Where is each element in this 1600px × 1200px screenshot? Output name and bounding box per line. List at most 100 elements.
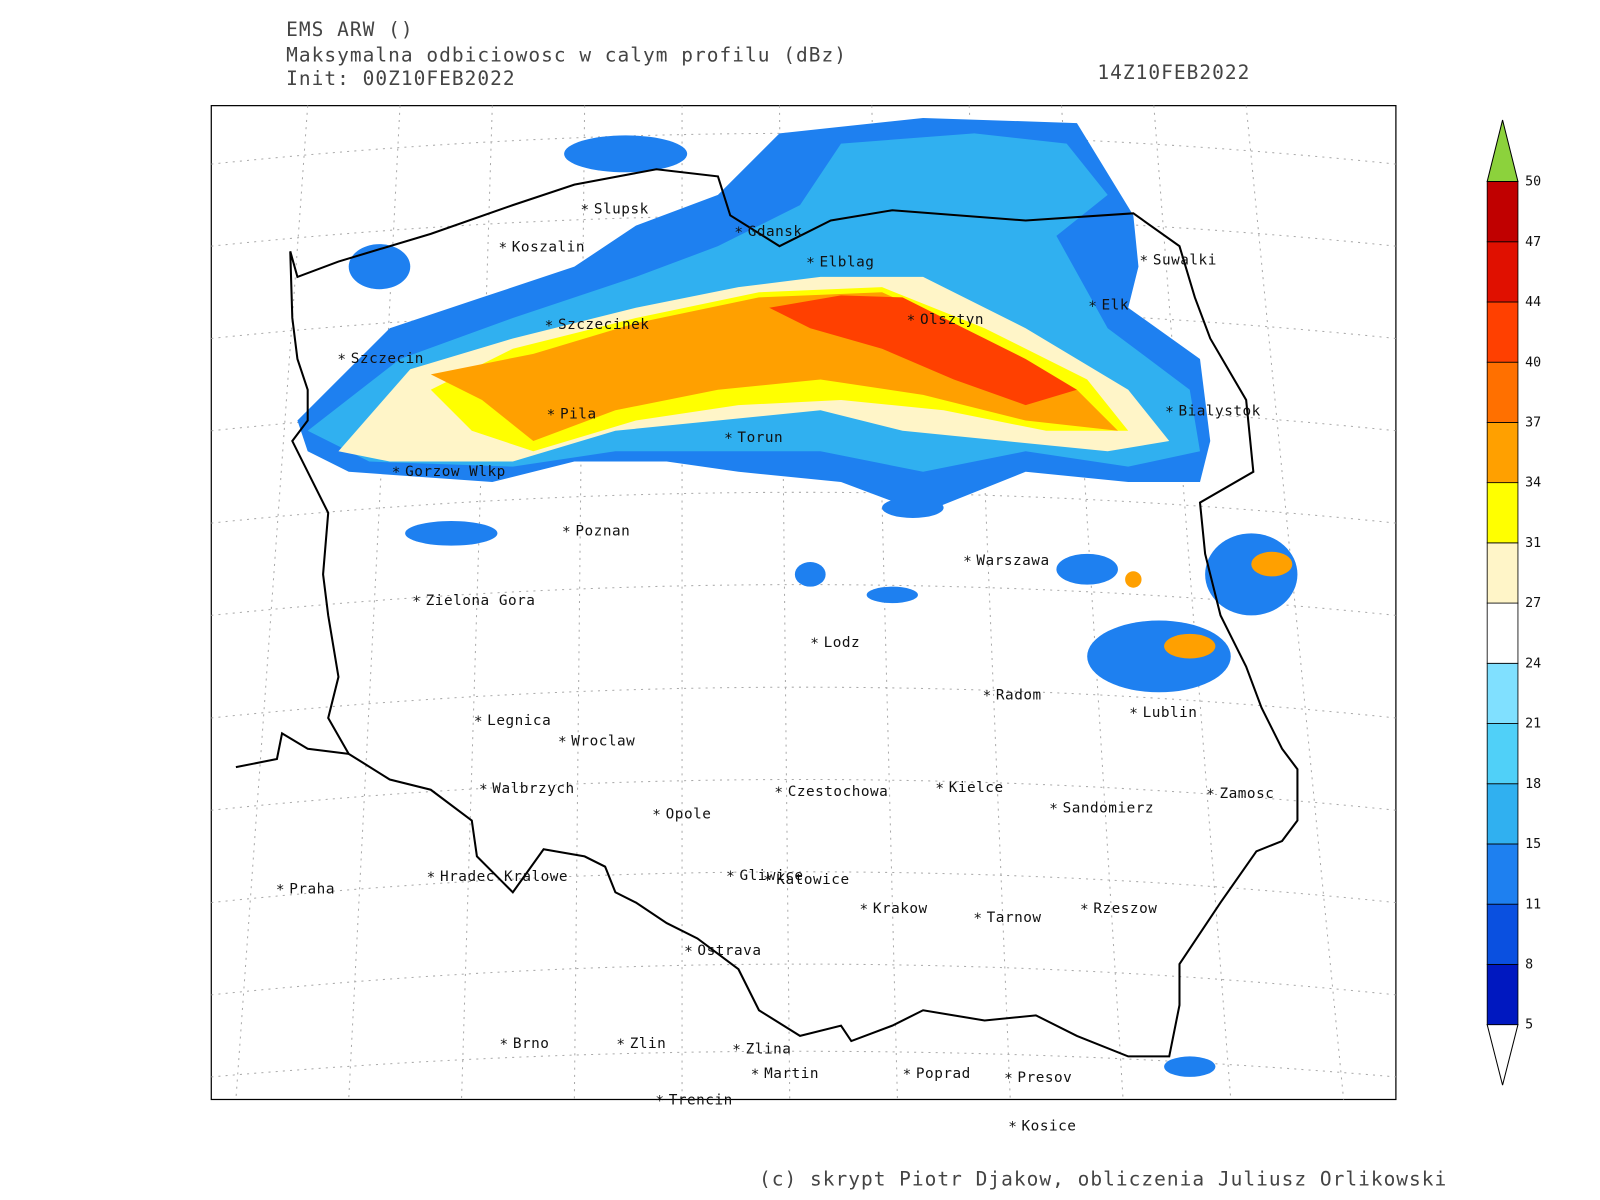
credits: (c) skrypt Piotr Djakow, obliczenia Juli…	[759, 1168, 1447, 1191]
city-marker: *	[412, 594, 421, 610]
city-name: Sandomierz	[1063, 800, 1155, 816]
city-name: Tarnow	[987, 910, 1042, 926]
city-name: Kosice	[1022, 1118, 1077, 1134]
city-name: Rzeszow	[1093, 901, 1157, 917]
city-marker: *	[1139, 254, 1148, 270]
city-marker: *	[655, 1094, 664, 1110]
colorbar-label: 34	[1525, 476, 1541, 491]
city-marker: *	[562, 524, 571, 540]
city-name: Ostrava	[697, 943, 761, 959]
city-marker: *	[1004, 1071, 1013, 1087]
city-marker: *	[726, 869, 735, 885]
city-name: Warszawa	[976, 553, 1049, 569]
colorbar-label: 11	[1525, 897, 1541, 912]
city-name: Torun	[737, 430, 783, 446]
city-marker: *	[1049, 801, 1058, 817]
colorbar-label: 40	[1525, 355, 1541, 370]
city-name: Gliwice	[739, 868, 803, 884]
city-name: Pila	[560, 406, 597, 422]
city-name: Slupsk	[594, 201, 649, 217]
city-name: Zlina	[746, 1041, 792, 1057]
colorbar: 5 8 11 15 18 21 24 27 31 34 37 40 44 47 50	[1486, 119, 1541, 1086]
city-marker: *	[983, 689, 992, 705]
colorbar-label: 24	[1525, 656, 1541, 671]
city-marker: *	[498, 240, 507, 256]
city-marker: *	[276, 882, 285, 898]
colorbar-label: 15	[1525, 837, 1541, 852]
city-name: Koszalin	[512, 239, 585, 255]
colorbar-segment	[1486, 361, 1519, 423]
border	[235, 731, 349, 769]
city-marker: *	[581, 202, 590, 218]
city-name: Olsztyn	[920, 312, 984, 328]
colorbar-label: 5	[1525, 1018, 1533, 1033]
colorbar-segment	[1486, 723, 1519, 785]
colorbar-segment	[1486, 903, 1519, 965]
city-marker: *	[684, 944, 693, 960]
city-marker: *	[763, 873, 772, 889]
colorbar-segment	[1486, 963, 1519, 1026]
colorbar-label: 21	[1525, 717, 1541, 732]
colorbar-segment	[1486, 783, 1519, 845]
colorbar-segment	[1486, 662, 1519, 724]
city-marker: *	[751, 1067, 760, 1083]
colorbar-label: 50	[1525, 175, 1541, 190]
city-name: Wroclaw	[571, 734, 635, 750]
city-marker: *	[337, 352, 346, 368]
city-marker: *	[1165, 404, 1174, 420]
city-marker: *	[907, 313, 916, 329]
city-name: Presov	[1017, 1070, 1072, 1086]
city-name: Szczecinek	[558, 317, 650, 333]
city-marker: *	[806, 256, 815, 272]
colorbar-segment	[1486, 482, 1519, 544]
city-name: Gdansk	[748, 224, 803, 240]
city-marker: *	[724, 431, 733, 447]
city-name: Elblag	[819, 255, 874, 271]
city-name: Lodz	[824, 635, 861, 651]
city-marker: *	[652, 807, 661, 823]
colorbar-over	[1486, 119, 1519, 183]
city-marker: *	[903, 1067, 912, 1083]
city-marker: *	[1008, 1119, 1017, 1135]
city-name: Krakow	[873, 901, 928, 917]
city-marker: *	[734, 225, 743, 241]
city-name: Poznan	[575, 523, 630, 539]
city-marker: *	[479, 782, 488, 798]
city-marker: *	[1088, 299, 1097, 315]
colorbar-segment	[1486, 181, 1519, 243]
city-name: Bialystok	[1178, 403, 1260, 419]
city-name: Czestochowa	[788, 784, 889, 800]
colorbar-label: 47	[1525, 235, 1541, 250]
city-marker: *	[474, 714, 483, 730]
city-marker: *	[732, 1042, 741, 1058]
city-name: Walbrzych	[492, 781, 574, 797]
colorbar-label: 27	[1525, 596, 1541, 611]
colorbar-label: 44	[1525, 295, 1541, 310]
city-marker: *	[859, 902, 868, 918]
city-marker: *	[427, 870, 436, 886]
city-name: Poprad	[916, 1066, 971, 1082]
city-marker: *	[616, 1037, 625, 1053]
colorbar-label: 31	[1525, 536, 1541, 551]
colorbar-segment	[1486, 301, 1519, 363]
model-title: EMS ARW ()	[286, 18, 413, 41]
colorbar-label: 8	[1525, 957, 1533, 972]
city-marker: *	[774, 785, 783, 801]
field-title: Maksymalna odbiciowosc w calym profilu (…	[286, 44, 847, 67]
colorbar-under	[1486, 1024, 1519, 1086]
colorbar-segment	[1486, 241, 1519, 303]
colorbar-label: 37	[1525, 416, 1541, 431]
city-name: Zielona Gora	[426, 593, 536, 609]
city-name: Katowice	[776, 872, 849, 888]
map-frame: * Slupsk* Koszalin* Gdansk* Elblag * Suwalki* E…	[210, 105, 1397, 1135]
city-marker: *	[558, 735, 567, 751]
city-name: Opole	[666, 806, 712, 822]
city-name: Praha	[289, 881, 335, 897]
city-marker: *	[963, 554, 972, 570]
city-name: Gorzow Wlkp	[405, 464, 506, 480]
city-name: Lublin	[1143, 705, 1198, 721]
colorbar-segment	[1486, 422, 1519, 484]
city-name: Brno	[513, 1036, 550, 1052]
city-marker: *	[1206, 787, 1215, 803]
